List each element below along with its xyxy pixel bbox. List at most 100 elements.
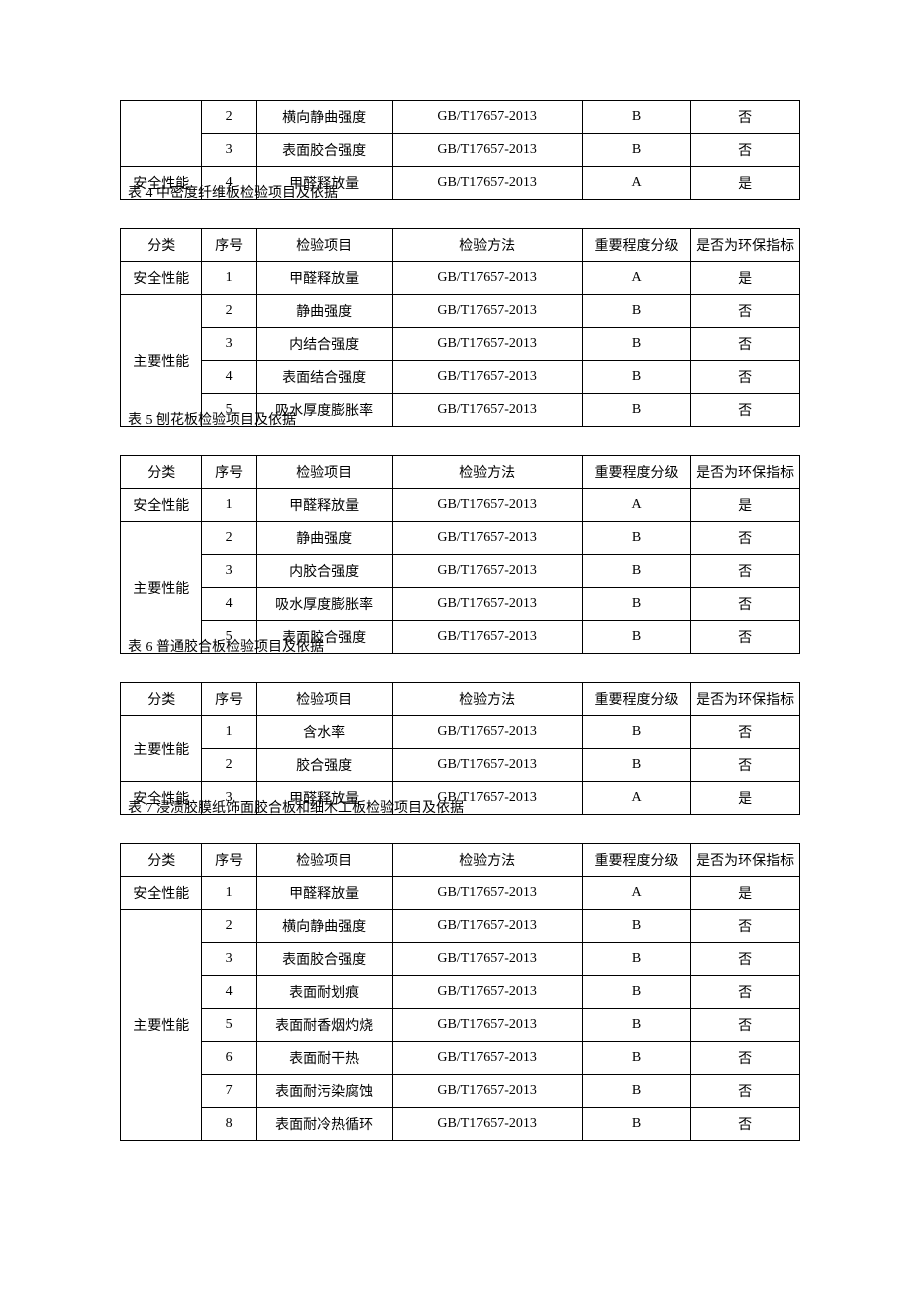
- cell: B: [582, 295, 691, 328]
- cell: B: [582, 588, 691, 621]
- cell: 3: [202, 328, 256, 361]
- cell: 2: [202, 522, 256, 555]
- table-7-caption: 表 7 浸渍胶膜纸饰面胶合板和细木工板检验项目及依据: [128, 797, 464, 817]
- cell: B: [582, 943, 691, 976]
- cell: B: [582, 361, 691, 394]
- cell: B: [582, 976, 691, 1009]
- cell: 主要性能: [121, 295, 202, 427]
- table-row: 主要性能 2 静曲强度 GB/T17657-2013 B 否: [121, 522, 800, 555]
- cell: 否: [691, 101, 800, 134]
- cell: B: [582, 749, 691, 782]
- cell: A: [582, 782, 691, 815]
- table-7-wrap: 分类 序号 检验项目 检验方法 重要程度分级 是否为环保指标 安全性能 1 甲醛…: [120, 843, 800, 1141]
- table-row: 4 表面结合强度 GB/T17657-2013 B 否: [121, 361, 800, 394]
- cell: 是: [691, 262, 800, 295]
- table-row: 安全性能 1 甲醛释放量 GB/T17657-2013 A 是: [121, 262, 800, 295]
- cell: 是: [691, 167, 800, 200]
- cell: 横向静曲强度: [256, 910, 392, 943]
- table-row: 安全性能 1 甲醛释放量 GB/T17657-2013 A 是: [121, 489, 800, 522]
- table-7: 分类 序号 检验项目 检验方法 重要程度分级 是否为环保指标 安全性能 1 甲醛…: [120, 843, 800, 1141]
- cell: 否: [691, 555, 800, 588]
- cell: 主要性能: [121, 716, 202, 782]
- cell: GB/T17657-2013: [392, 910, 582, 943]
- cell: 否: [691, 1042, 800, 1075]
- table-6-caption: 表 6 普通胶合板检验项目及依据: [128, 636, 324, 656]
- th: 是否为环保指标: [691, 456, 800, 489]
- cell: GB/T17657-2013: [392, 555, 582, 588]
- cell: 表面耐污染腐蚀: [256, 1075, 392, 1108]
- cell: B: [582, 555, 691, 588]
- cell: 含水率: [256, 716, 392, 749]
- table-row: 5 表面耐香烟灼烧 GB/T17657-2013 B 否: [121, 1009, 800, 1042]
- cell: 静曲强度: [256, 522, 392, 555]
- cell: GB/T17657-2013: [392, 1009, 582, 1042]
- table-row: 主要性能 2 静曲强度 GB/T17657-2013 B 否: [121, 295, 800, 328]
- cell: GB/T17657-2013: [392, 262, 582, 295]
- cell: 是: [691, 782, 800, 815]
- cell: 主要性能: [121, 522, 202, 654]
- table-5-wrap: 分类 序号 检验项目 检验方法 重要程度分级 是否为环保指标 安全性能 1 甲醛…: [120, 455, 800, 654]
- table-header-row: 分类 序号 检验项目 检验方法 重要程度分级 是否为环保指标: [121, 683, 800, 716]
- cell: A: [582, 262, 691, 295]
- cell: B: [582, 1075, 691, 1108]
- cell: B: [582, 1042, 691, 1075]
- th: 序号: [202, 229, 256, 262]
- th: 序号: [202, 844, 256, 877]
- th: 重要程度分级: [582, 683, 691, 716]
- cell: 安全性能: [121, 489, 202, 522]
- th: 分类: [121, 456, 202, 489]
- cell: GB/T17657-2013: [392, 522, 582, 555]
- table-row: 3 表面胶合强度 GB/T17657-2013 B 否: [121, 943, 800, 976]
- cell: 否: [691, 716, 800, 749]
- cell: 1: [202, 716, 256, 749]
- cell: B: [582, 328, 691, 361]
- cell: 主要性能: [121, 910, 202, 1141]
- cell: A: [582, 489, 691, 522]
- cell: 否: [691, 361, 800, 394]
- th: 检验方法: [392, 683, 582, 716]
- th: 检验项目: [256, 844, 392, 877]
- cell: 7: [202, 1075, 256, 1108]
- th: 检验项目: [256, 683, 392, 716]
- cell: B: [582, 394, 691, 427]
- th: 分类: [121, 229, 202, 262]
- table-row: 主要性能 1 含水率 GB/T17657-2013 B 否: [121, 716, 800, 749]
- table-4: 分类 序号 检验项目 检验方法 重要程度分级 是否为环保指标 安全性能 1 甲醛…: [120, 228, 800, 427]
- cell: 横向静曲强度: [256, 101, 392, 134]
- th: 检验方法: [392, 456, 582, 489]
- table-row: 7 表面耐污染腐蚀 GB/T17657-2013 B 否: [121, 1075, 800, 1108]
- table-5-caption: 表 5 刨花板检验项目及依据: [128, 409, 296, 429]
- cell: GB/T17657-2013: [392, 588, 582, 621]
- cell: 2: [202, 295, 256, 328]
- th: 检验项目: [256, 456, 392, 489]
- cell: 5: [202, 1009, 256, 1042]
- cell: 表面耐冷热循环: [256, 1108, 392, 1141]
- cell: GB/T17657-2013: [392, 361, 582, 394]
- cell: B: [582, 134, 691, 167]
- cell: 4: [202, 588, 256, 621]
- cell: 4: [202, 976, 256, 1009]
- cell: 2: [202, 910, 256, 943]
- cell: A: [582, 167, 691, 200]
- cell: B: [582, 1009, 691, 1042]
- cell: 吸水厚度膨胀率: [256, 588, 392, 621]
- cell: 否: [691, 910, 800, 943]
- cell: GB/T17657-2013: [392, 943, 582, 976]
- table-header-row: 分类 序号 检验项目 检验方法 重要程度分级 是否为环保指标: [121, 229, 800, 262]
- th: 重要程度分级: [582, 229, 691, 262]
- cell: 甲醛释放量: [256, 262, 392, 295]
- cell: 1: [202, 489, 256, 522]
- cell: GB/T17657-2013: [392, 976, 582, 1009]
- cell: 表面胶合强度: [256, 943, 392, 976]
- cell: GB/T17657-2013: [392, 1075, 582, 1108]
- cell: 否: [691, 134, 800, 167]
- cell: 否: [691, 1009, 800, 1042]
- cell: 是: [691, 489, 800, 522]
- table-row: 8 表面耐冷热循环 GB/T17657-2013 B 否: [121, 1108, 800, 1141]
- cell: GB/T17657-2013: [392, 328, 582, 361]
- table-0-wrap: 2 横向静曲强度 GB/T17657-2013 B 否 3 表面胶合强度 GB/…: [120, 100, 800, 200]
- table-row: 主要性能 2 横向静曲强度 GB/T17657-2013 B 否: [121, 910, 800, 943]
- cell: GB/T17657-2013: [392, 295, 582, 328]
- cell: GB/T17657-2013: [392, 489, 582, 522]
- cell: 3: [202, 555, 256, 588]
